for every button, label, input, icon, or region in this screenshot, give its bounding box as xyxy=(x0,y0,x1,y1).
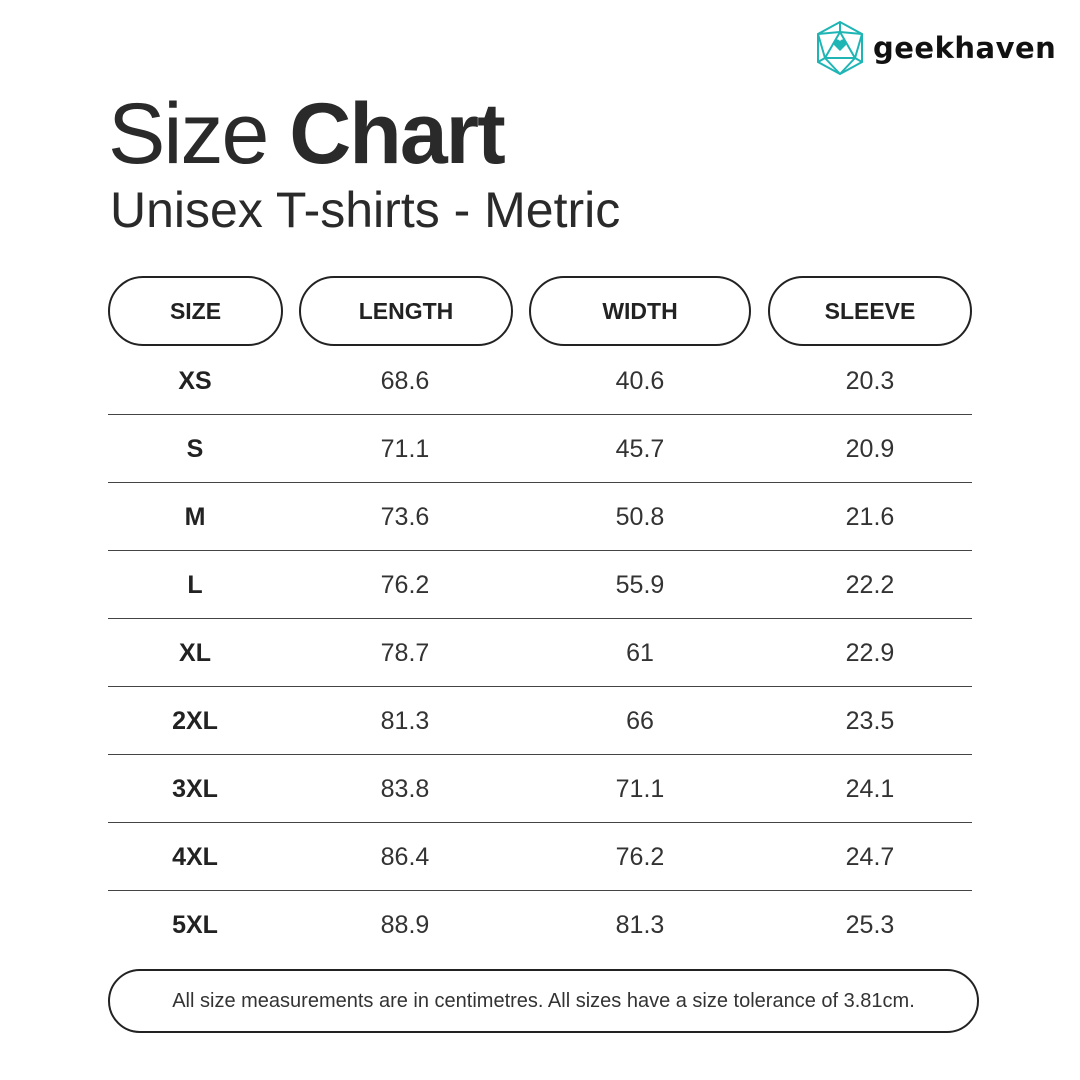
header-width: WIDTH xyxy=(529,276,751,346)
cell-width: 66 xyxy=(626,707,654,735)
row-divider xyxy=(108,890,972,891)
table-row: S 71.1 45.7 20.9 xyxy=(108,415,972,483)
cell-width: 76.2 xyxy=(615,843,665,871)
table-row: 3XL 83.8 71.1 24.1 xyxy=(108,755,972,823)
header-size: SIZE xyxy=(108,276,283,346)
cell-width: 50.8 xyxy=(615,503,665,531)
cell-width: 71.1 xyxy=(615,775,665,803)
table-row: 2XL 81.3 66 23.5 xyxy=(108,687,972,755)
cell-width: 40.6 xyxy=(615,367,665,395)
brand-name: geekhaven xyxy=(873,31,1057,65)
cell-length: 81.3 xyxy=(380,707,430,735)
row-divider xyxy=(108,754,972,755)
cell-sleeve: 25.3 xyxy=(845,911,895,939)
title-bold: Chart xyxy=(289,86,506,182)
cell-size: 4XL xyxy=(172,843,218,871)
table-row: XS 68.6 40.6 20.3 xyxy=(108,347,972,415)
cell-size: M xyxy=(184,503,206,531)
d20-heart-icon xyxy=(817,20,863,76)
cell-size: 3XL xyxy=(172,775,218,803)
page-subtitle: Unisex T-shirts - Metric xyxy=(110,182,621,238)
cell-length: 71.1 xyxy=(380,435,430,463)
table-row: M 73.6 50.8 21.6 xyxy=(108,483,972,551)
row-divider xyxy=(108,550,972,551)
cell-length: 83.8 xyxy=(380,775,430,803)
cell-size: XL xyxy=(179,639,211,667)
cell-sleeve: 21.6 xyxy=(845,503,895,531)
cell-length: 68.6 xyxy=(380,367,430,395)
cell-size: 5XL xyxy=(172,911,218,939)
row-divider xyxy=(108,686,972,687)
cell-length: 86.4 xyxy=(380,843,430,871)
cell-sleeve: 23.5 xyxy=(845,707,895,735)
cell-width: 81.3 xyxy=(615,911,665,939)
table-row: 5XL 88.9 81.3 25.3 xyxy=(108,891,972,959)
table-row: XL 78.7 61 22.9 xyxy=(108,619,972,687)
row-divider xyxy=(108,822,972,823)
cell-width: 61 xyxy=(626,639,654,667)
row-divider xyxy=(108,482,972,483)
page-title: Size Chart xyxy=(108,84,506,184)
header-sleeve: SLEEVE xyxy=(768,276,972,346)
table-row: L 76.2 55.9 22.2 xyxy=(108,551,972,619)
cell-sleeve: 22.9 xyxy=(845,639,895,667)
footer-note: All size measurements are in centimetres… xyxy=(108,969,979,1033)
cell-size: L xyxy=(187,571,203,599)
table-row: 4XL 86.4 76.2 24.7 xyxy=(108,823,972,891)
header-length: LENGTH xyxy=(299,276,513,346)
cell-width: 55.9 xyxy=(615,571,665,599)
cell-width: 45.7 xyxy=(615,435,665,463)
brand-logo: geekhaven xyxy=(815,20,1056,76)
cell-length: 88.9 xyxy=(380,911,430,939)
cell-sleeve: 22.2 xyxy=(845,571,895,599)
cell-length: 73.6 xyxy=(380,503,430,531)
row-divider xyxy=(108,618,972,619)
cell-length: 76.2 xyxy=(380,571,430,599)
cell-sleeve: 24.1 xyxy=(845,775,895,803)
cell-sleeve: 24.7 xyxy=(845,843,895,871)
cell-size: S xyxy=(186,435,204,463)
cell-size: 2XL xyxy=(172,707,218,735)
title-light: Size xyxy=(108,86,269,182)
cell-size: XS xyxy=(178,367,212,395)
cell-sleeve: 20.3 xyxy=(845,367,895,395)
cell-length: 78.7 xyxy=(380,639,430,667)
cell-sleeve: 20.9 xyxy=(845,435,895,463)
row-divider xyxy=(108,414,972,415)
